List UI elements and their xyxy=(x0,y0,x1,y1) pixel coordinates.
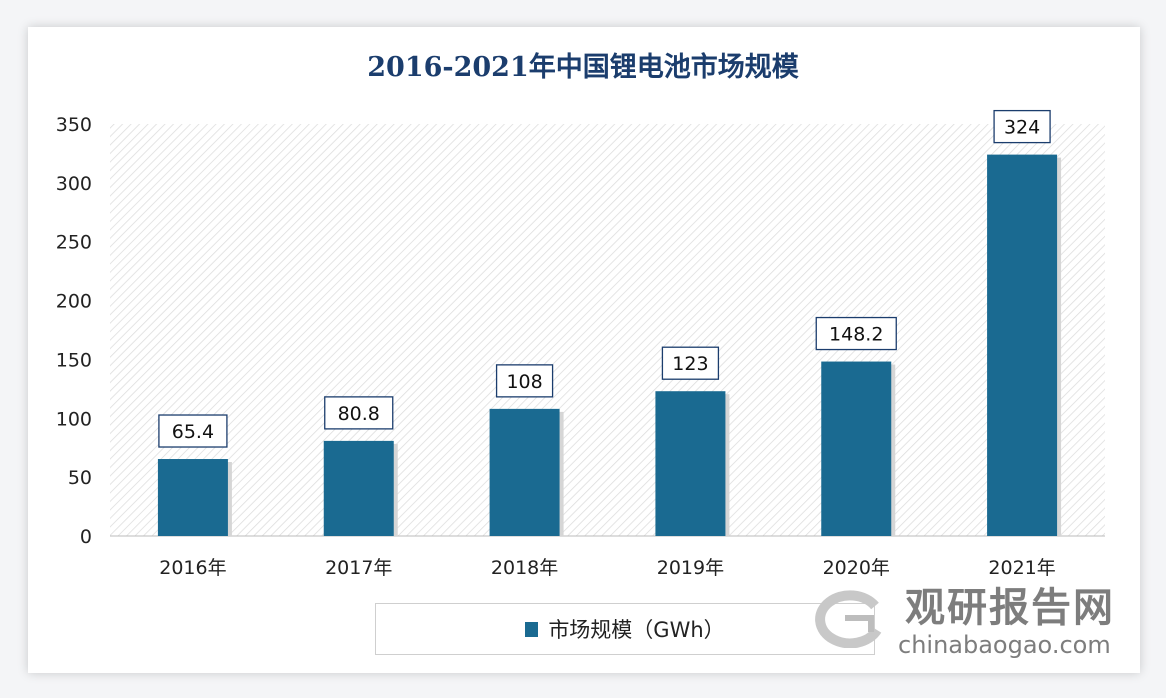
data-label-box xyxy=(324,396,394,430)
data-label-box xyxy=(158,414,228,448)
y-tick-label: 0 xyxy=(80,526,92,548)
plot-area xyxy=(110,124,1105,536)
data-label: 108 xyxy=(506,371,542,393)
data-label-box xyxy=(993,109,1051,144)
data-label-box xyxy=(815,316,897,351)
y-tick-label: 300 xyxy=(56,173,92,195)
bar xyxy=(987,154,1058,536)
bar xyxy=(323,440,394,536)
legend-swatch xyxy=(525,621,539,637)
y-tick-label: 150 xyxy=(56,349,92,371)
data-label: 324 xyxy=(1004,117,1040,139)
watermark-cn: 观研报告网 xyxy=(905,585,1115,631)
y-tick-label: 50 xyxy=(68,467,92,489)
y-tick-label: 250 xyxy=(56,232,92,254)
x-tick-label: 2016年 xyxy=(159,557,226,579)
data-label-box xyxy=(661,346,720,380)
x-tick-label: 2021年 xyxy=(988,557,1055,579)
data-label: 80.8 xyxy=(338,403,380,425)
bar xyxy=(821,361,892,536)
data-label: 148.2 xyxy=(829,324,883,346)
data-label-box xyxy=(495,364,554,398)
legend-label: 市场规模（GWh） xyxy=(548,618,725,642)
bar xyxy=(157,459,228,536)
legend: 市场规模（GWh） xyxy=(375,603,875,655)
data-label: 65.4 xyxy=(172,421,214,443)
watermark-logo-icon xyxy=(815,590,882,648)
x-tick-label: 2019年 xyxy=(657,557,724,579)
bar xyxy=(655,391,726,536)
bar xyxy=(489,408,560,536)
watermark-en: chinabaogao.com xyxy=(898,631,1111,659)
y-tick-label: 200 xyxy=(56,291,92,313)
chart-title: 2016-2021年中国锂电池市场规模 xyxy=(367,52,799,83)
x-tick-label: 2017年 xyxy=(325,557,392,579)
x-tick-label: 2020年 xyxy=(823,557,890,579)
y-tick-label: 350 xyxy=(56,114,92,136)
data-label: 123 xyxy=(672,353,708,375)
y-tick-label: 100 xyxy=(56,408,92,430)
x-tick-label: 2018年 xyxy=(491,557,558,579)
